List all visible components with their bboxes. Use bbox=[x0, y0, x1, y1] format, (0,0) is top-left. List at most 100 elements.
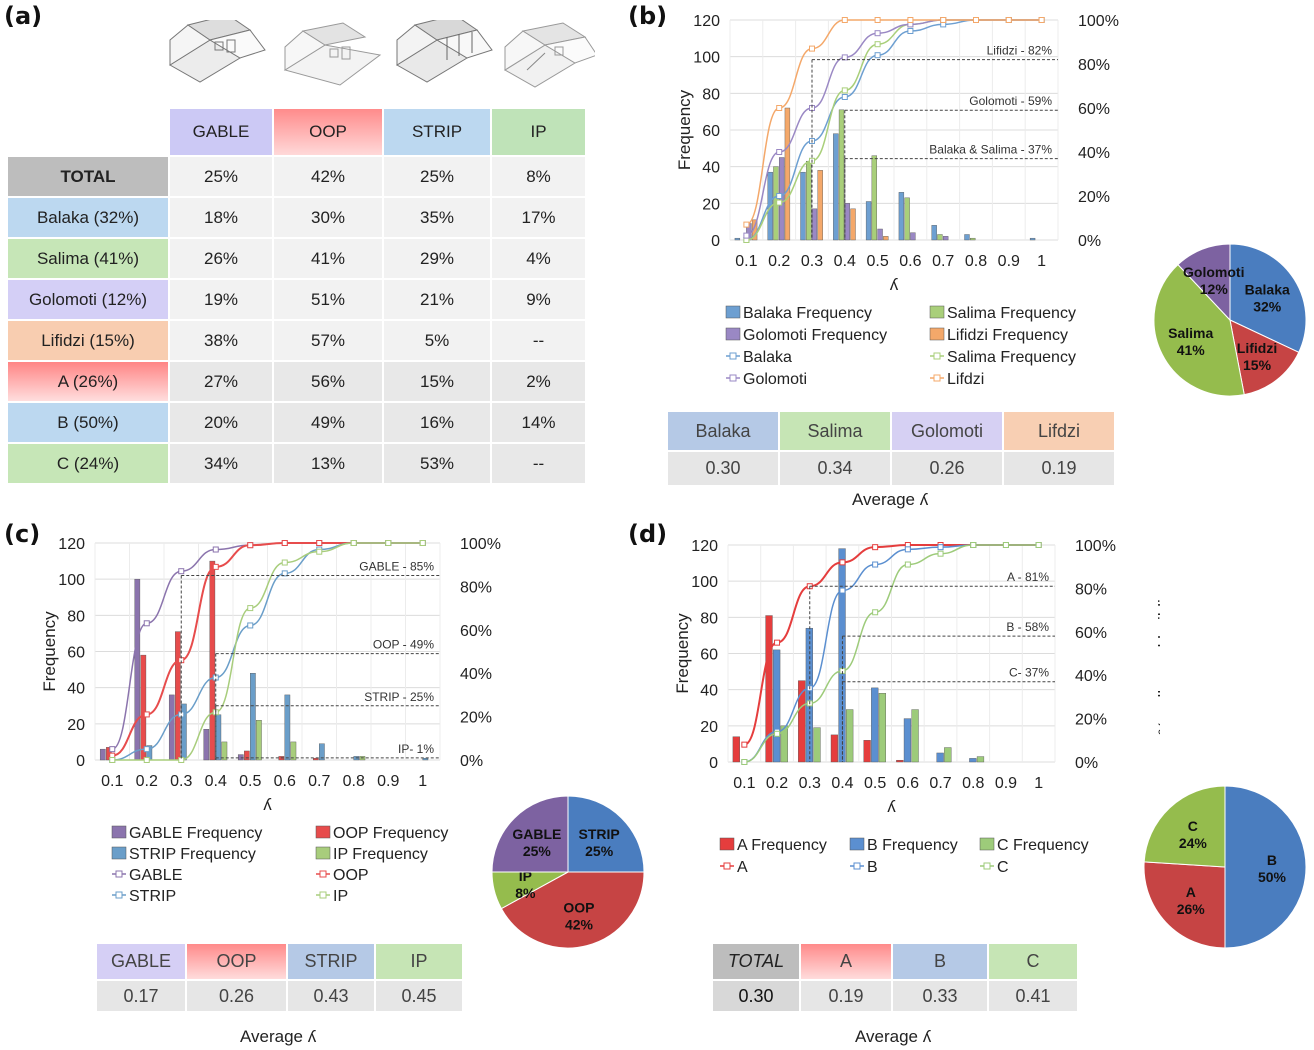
bar bbox=[931, 225, 937, 241]
legend-swatch bbox=[849, 837, 865, 851]
table-cell: 2% bbox=[492, 362, 585, 401]
x-tick-label: 0.8 bbox=[343, 773, 365, 790]
y-tick-label: 0 bbox=[711, 233, 720, 250]
pie-value: 26% bbox=[1177, 901, 1206, 917]
y-tick-label: 20 bbox=[700, 719, 718, 736]
legend-label: GABLE bbox=[129, 867, 182, 884]
bar bbox=[937, 234, 943, 241]
legend-label: Balaka bbox=[743, 349, 792, 366]
table-cell: 26% bbox=[170, 239, 272, 278]
x-tick-label: 0.5 bbox=[239, 773, 261, 790]
pie-label: Golomoti bbox=[1183, 264, 1244, 280]
avg-value: 0.17 bbox=[97, 981, 185, 1011]
legend-swatch bbox=[929, 305, 945, 319]
curve-point bbox=[776, 199, 783, 206]
curve-point bbox=[776, 149, 783, 155]
bar bbox=[813, 727, 821, 763]
curve-point bbox=[247, 605, 254, 612]
legend-label: IP Frequency bbox=[333, 846, 428, 863]
bar bbox=[168, 694, 175, 761]
bar bbox=[838, 109, 845, 241]
legend-label: A bbox=[737, 859, 748, 876]
bar bbox=[903, 718, 912, 763]
pie-label: A bbox=[1186, 884, 1196, 900]
curve-point bbox=[970, 542, 977, 548]
annotation-label: Golomoti - 59% bbox=[969, 94, 1052, 108]
table-cell: 25% bbox=[384, 157, 490, 196]
y2-tick-label: 60% bbox=[1075, 625, 1107, 642]
curve-point bbox=[872, 544, 879, 551]
curve-point bbox=[385, 540, 392, 546]
bar bbox=[244, 750, 250, 761]
bar bbox=[806, 160, 812, 241]
table-cell: 20% bbox=[170, 403, 272, 442]
curve-line bbox=[112, 542, 423, 761]
table-cell: 57% bbox=[274, 321, 382, 360]
curve-point bbox=[973, 17, 979, 23]
y2-tick-label: 20% bbox=[1078, 189, 1110, 206]
y-tick-label: 40 bbox=[700, 683, 718, 700]
table-cell: 34% bbox=[170, 444, 272, 483]
row-label-golomoti: Golomoti (12%) bbox=[8, 280, 168, 319]
x-tick-label: 0.4 bbox=[834, 253, 856, 270]
bar bbox=[936, 752, 944, 763]
pie-label: Balaka bbox=[1245, 281, 1290, 297]
pie-slice bbox=[1143, 785, 1226, 868]
pie-label: Salima bbox=[1168, 325, 1213, 341]
y2-tick-label: 40% bbox=[460, 666, 492, 683]
curve-point bbox=[839, 559, 846, 566]
row-label-b: B (50%) bbox=[8, 403, 168, 442]
bar bbox=[734, 237, 741, 241]
table-row: Salima (41%) 26% 41% 29% 4% bbox=[8, 239, 585, 278]
annotation-label: GABLE - 85% bbox=[359, 560, 434, 574]
avg-header: C bbox=[989, 944, 1077, 979]
curve-point bbox=[212, 546, 219, 553]
table-cell: 41% bbox=[274, 239, 382, 278]
y2-tick-label: 100% bbox=[1075, 538, 1116, 555]
legend-swatch bbox=[979, 837, 995, 851]
pie-slice bbox=[1153, 263, 1245, 397]
legend-label: Lifidzi Frequency bbox=[947, 327, 1068, 344]
row-label-a: A (26%) bbox=[8, 362, 168, 401]
table-row: C (24%) 34% 13% 53% -- bbox=[8, 444, 585, 483]
x-tick-label: 0.8 bbox=[965, 253, 987, 270]
legend-swatch bbox=[723, 862, 731, 870]
header-strip: STRIP bbox=[384, 109, 490, 155]
bar bbox=[784, 107, 791, 241]
bar bbox=[833, 133, 839, 241]
bar bbox=[877, 228, 883, 241]
curve-point bbox=[281, 540, 288, 546]
bar bbox=[896, 759, 904, 763]
x-tick-label: 0.2 bbox=[768, 253, 790, 270]
avg-header: Golomoti bbox=[892, 412, 1002, 450]
avg-header: OOP bbox=[187, 944, 286, 979]
table-cell: -- bbox=[492, 321, 585, 360]
bar bbox=[817, 170, 823, 241]
x-tick-label: 0.1 bbox=[735, 253, 757, 270]
panel-label-c: (c) bbox=[4, 520, 41, 548]
curve-point bbox=[872, 561, 879, 568]
curve-point bbox=[743, 232, 750, 239]
legend-label: A Frequency bbox=[737, 837, 827, 854]
x-tick-label: 0.5 bbox=[864, 775, 886, 792]
pie-label: Lifidzi bbox=[1237, 340, 1277, 356]
bar bbox=[844, 203, 850, 241]
y2-tick-label: 20% bbox=[460, 710, 492, 727]
x-tick-label: 0.2 bbox=[766, 775, 788, 792]
y-tick-label: 20 bbox=[67, 717, 85, 734]
bar bbox=[863, 740, 871, 763]
house-icons bbox=[169, 20, 595, 88]
bar bbox=[838, 548, 846, 763]
y2-tick-label: 100% bbox=[460, 536, 501, 553]
legend-swatch bbox=[719, 837, 735, 851]
house-oop-icon bbox=[283, 22, 382, 86]
x-axis-label: ʎ bbox=[263, 795, 272, 814]
panel-label-b: (b) bbox=[628, 2, 668, 30]
curve-point bbox=[109, 746, 116, 753]
avg-value: 0.30 bbox=[713, 981, 799, 1011]
curve-point bbox=[143, 620, 150, 627]
y-axis-label: Frequency bbox=[673, 613, 692, 694]
legend-swatch bbox=[319, 870, 327, 878]
table-cell: 27% bbox=[170, 362, 272, 401]
